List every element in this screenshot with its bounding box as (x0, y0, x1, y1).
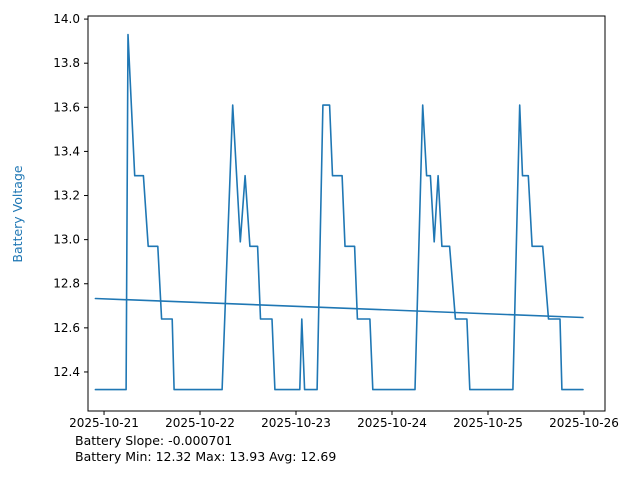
x-tick-label: 2025-10-24 (357, 416, 427, 430)
axes-spines (87, 15, 606, 412)
y-tick-label: 13.4 (53, 144, 80, 158)
x-tick-label: 2025-10-22 (165, 416, 235, 430)
voltage-line (94, 33, 584, 391)
y-tick-label: 12.4 (53, 365, 80, 379)
y-tick-label: 13.0 (53, 233, 80, 247)
y-tick-label: 13.8 (53, 56, 80, 70)
stat-min-max-avg-text: Battery Min: 12.32 Max: 13.93 Avg: 12.69 (75, 449, 336, 464)
y-tick-label: 13.2 (53, 189, 80, 203)
y-tick-label: 14.0 (53, 12, 80, 26)
x-tick-label: 2025-10-26 (549, 416, 619, 430)
y-tick-label: 12.8 (53, 277, 80, 291)
x-tick-label: 2025-10-25 (453, 416, 523, 430)
plot-area: 2025-10-21 2025-10-22 2025-10-23 2025-10-24… (53, 12, 619, 430)
y-axis-label: Battery Voltage (10, 165, 25, 262)
y-tick-label: 12.6 (53, 321, 80, 335)
trend-line (94, 297, 584, 319)
y-tick-label: 13.6 (53, 100, 80, 114)
stat-slope-text: Battery Slope: -0.000701 (75, 433, 232, 448)
x-tick-label: 2025-10-23 (261, 416, 331, 430)
x-tick-label: 2025-10-21 (69, 416, 139, 430)
